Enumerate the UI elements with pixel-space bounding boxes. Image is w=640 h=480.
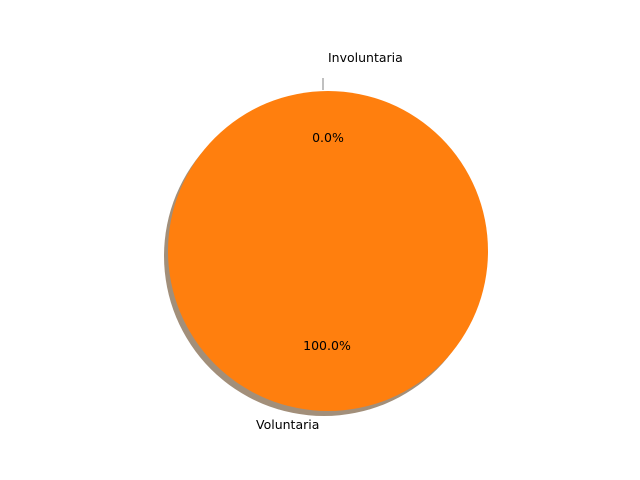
- percent-label-voluntaria: 100.0%: [303, 338, 351, 353]
- category-label-involuntaria: Involuntaria: [328, 50, 403, 65]
- category-label-voluntaria: Voluntaria: [256, 417, 319, 432]
- percent-label-involuntaria: 0.0%: [312, 130, 344, 145]
- pie-slices: [168, 91, 488, 411]
- pie-slice-voluntaria: [168, 91, 488, 411]
